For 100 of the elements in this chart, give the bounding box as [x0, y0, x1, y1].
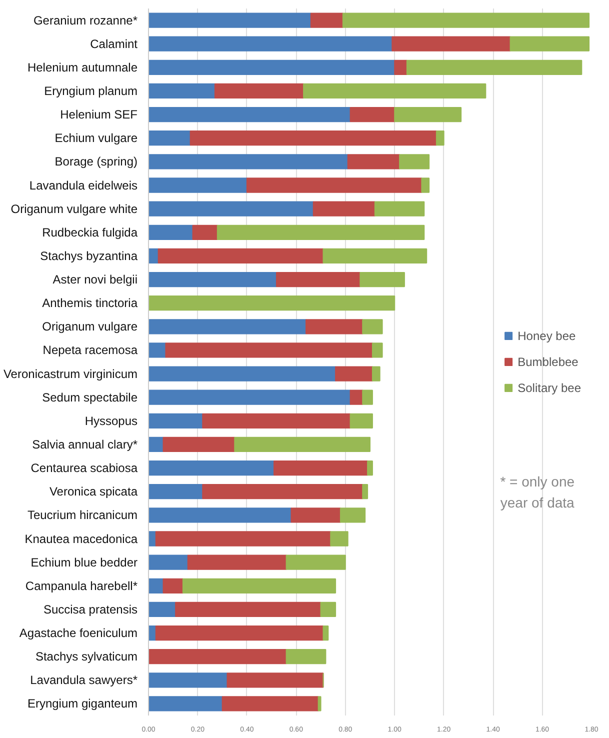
bar: [190, 130, 437, 146]
bar: [322, 248, 428, 264]
bar: [155, 531, 332, 546]
bar: [362, 319, 383, 334]
y-tick-label: Rudbeckia fulgida: [42, 225, 138, 240]
bar: [165, 342, 373, 358]
bar: [394, 60, 408, 75]
y-tick-label: Veronicastrum virginicum: [3, 366, 138, 381]
bar: [394, 106, 462, 122]
bar: [148, 460, 275, 476]
bar: [303, 83, 486, 99]
bar: [421, 178, 430, 193]
bar: [148, 390, 351, 405]
bar: [320, 602, 336, 618]
y-tick-label: Origanum vulgare white: [10, 202, 138, 216]
bar: [222, 696, 319, 712]
bar: [148, 60, 396, 75]
bar: [202, 484, 364, 500]
bar: [148, 672, 228, 688]
bar: [148, 508, 292, 523]
y-tick-label: Nepeta racemosa: [42, 343, 138, 358]
bar: [202, 413, 351, 428]
bar: [360, 272, 405, 288]
y-tick-label: Veronica spicata: [49, 484, 138, 499]
bar: [148, 296, 396, 311]
bar: [148, 178, 248, 193]
y-tick-label: Helenium SEF: [60, 108, 138, 122]
y-tick-label: Origanum vulgare: [42, 320, 138, 334]
y-tick-label: Borage (spring): [54, 154, 138, 169]
bar: [350, 106, 396, 122]
bar: [148, 224, 194, 240]
bar: [367, 460, 373, 476]
bar: [362, 484, 368, 500]
bar: [148, 413, 204, 428]
y-tick-label: Stachys byzantina: [40, 248, 138, 263]
bar: [318, 696, 322, 712]
bar: [148, 578, 164, 594]
bar: [436, 130, 444, 146]
bar: [406, 60, 582, 75]
bar: [330, 531, 348, 546]
bar: [347, 154, 400, 170]
bar: [510, 36, 590, 52]
bar: [234, 436, 370, 452]
bar: [350, 413, 373, 428]
bar: [148, 484, 204, 500]
bar: [182, 578, 336, 594]
bar: [158, 248, 324, 264]
y-tick-label: Calamint: [90, 36, 138, 51]
bar: [148, 130, 191, 146]
y-tick-label: Eryngium planum: [44, 84, 138, 98]
y-tick-label: Lavandula eidelweis: [29, 178, 138, 192]
y-tick-label: Lavandula sawyers*: [30, 673, 138, 688]
bar: [148, 154, 348, 170]
y-tick-label: Echium blue bedder: [30, 555, 138, 570]
bar: [392, 36, 511, 52]
bar: [175, 602, 322, 618]
bar: [148, 342, 166, 358]
bar: [290, 508, 341, 523]
bar: [310, 12, 344, 28]
y-tick-label: Anthemis tinctoria: [42, 296, 138, 310]
bar: [362, 390, 373, 405]
y-tick-label: Centaurea scabiosa: [30, 461, 138, 476]
y-tick-label: Hyssopus: [84, 414, 138, 428]
bar: [372, 342, 383, 358]
y-tick-label: Teucrium hircanicum: [27, 508, 138, 522]
y-tick-label: Geranium rozanne*: [33, 13, 138, 28]
bar: [148, 272, 277, 288]
legend-label: Solitary bee: [518, 380, 581, 394]
y-tick-label: Echium vulgare: [54, 131, 138, 146]
bar: [148, 436, 164, 452]
y-tick-label: Salvia annual clary*: [32, 437, 138, 452]
bar: [372, 366, 380, 382]
bar: [148, 649, 287, 664]
bar: [148, 602, 176, 618]
legend-label: Bumblebee: [518, 354, 578, 368]
bar: [340, 508, 366, 523]
bar: [312, 201, 376, 216]
y-tick-label: Succisa pratensis: [43, 602, 138, 616]
bar: [246, 178, 422, 193]
bar: [192, 224, 218, 240]
y-tick-label: Aster novi belgii: [52, 272, 138, 287]
bar: [350, 390, 364, 405]
bar: [162, 436, 236, 452]
bar: [148, 106, 351, 122]
bar: [148, 319, 307, 334]
bar: [162, 578, 184, 594]
bar: [226, 672, 324, 688]
y-tick-label: Campanula harebell*: [25, 578, 138, 593]
annotation: * = only one year of data: [500, 473, 575, 510]
bar: [216, 224, 425, 240]
y-tick-label: Stachys sylvaticum: [35, 650, 138, 664]
bar: [148, 366, 336, 382]
y-tick-label: Helenium autumnale: [27, 60, 138, 74]
y-tick-label: Agastache foeniculum: [19, 626, 138, 640]
bar: [276, 272, 361, 288]
y-tick-label: Eryngium giganteum: [27, 696, 138, 711]
y-tick-label: Knautea macedonica: [24, 532, 138, 546]
bar: [286, 649, 326, 664]
bar: [342, 12, 590, 28]
bar: [148, 554, 188, 570]
